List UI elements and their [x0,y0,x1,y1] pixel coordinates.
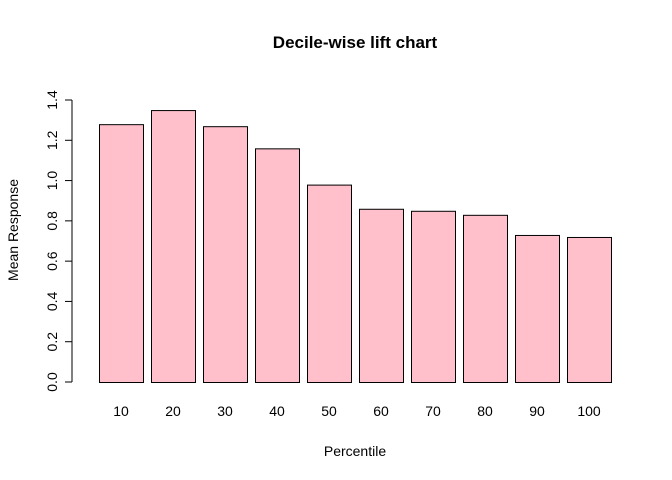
bar [411,210,456,383]
y-tick-label: 0.0 [44,372,60,392]
x-tick-label: 10 [113,403,129,419]
x-tick-label: 70 [425,403,441,419]
bar [203,126,248,383]
x-tick-label: 40 [269,403,285,419]
x-tick-label: 80 [477,403,493,419]
chart-title: Decile-wise lift chart [273,33,438,52]
y-tick-label: 1.2 [44,130,60,150]
y-axis: 0.0 0.2 0.4 0.6 0.8 1.0 1.2 1.4 [44,90,73,392]
y-tick-label: 1.0 [44,171,60,191]
y-tick-label: 0.2 [44,332,60,352]
x-tick-label: 20 [165,403,181,419]
x-tick-label: 60 [373,403,389,419]
x-tick-label: 50 [321,403,337,419]
bar [359,208,404,383]
y-tick-label: 0.4 [44,291,60,311]
bar [307,184,352,383]
y-tick-label: 1.4 [44,90,60,110]
y-tick-label: 0.6 [44,251,60,271]
bar [567,236,612,383]
bar [255,148,300,383]
x-axis-label: Percentile [324,443,386,459]
bar [99,124,144,384]
x-tick-labels: 10 20 30 40 50 60 70 80 90 100 [113,403,601,419]
x-tick-label: 30 [217,403,233,419]
y-tick-label: 0.8 [44,211,60,231]
y-axis-label: Mean Response [5,179,21,281]
bars [99,110,612,384]
x-tick-label: 90 [529,403,545,419]
bar [515,234,560,383]
x-tick-label: 100 [577,403,601,419]
bar [151,110,196,383]
bar [463,214,508,383]
